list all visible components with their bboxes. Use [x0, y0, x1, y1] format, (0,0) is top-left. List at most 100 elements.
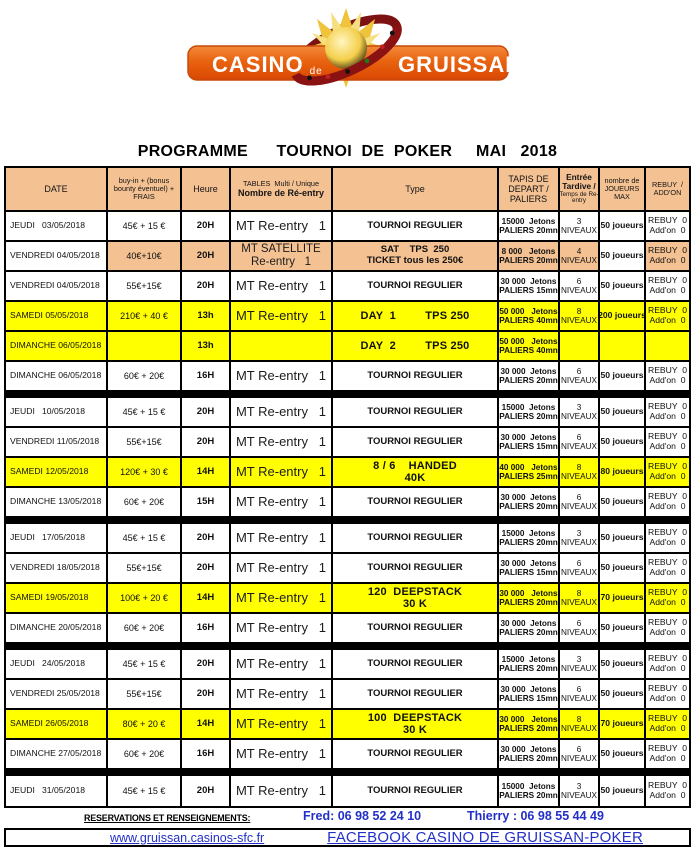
- header-rebuy: REBUY / ADD'ON: [651, 179, 684, 197]
- stack-cell: 30 000 Jetons PALIERS 20mn: [499, 584, 560, 612]
- time-cell: 20H: [182, 272, 231, 300]
- time-cell: 20H: [182, 242, 231, 270]
- rebuy-cell: REBUY 0 Add'on 0: [647, 653, 687, 673]
- time-cell: 15H: [182, 488, 231, 516]
- type-cell: 100 DEEPSTACK 30 K: [333, 710, 499, 738]
- tournament-row: VENDREDI 11/05/2018 55€+15€ 20H MT Re-entry…: [6, 428, 689, 458]
- rebuy-cell: REBUY 0 Add'on 0: [647, 401, 687, 421]
- stack-cell: 30 000 Jetons PALIERS 20mn: [499, 710, 560, 738]
- levels-cell: 6 NIVEAUX: [560, 272, 600, 300]
- week-separator: [6, 770, 689, 776]
- stack-cell: 30 000 Jetons PALIERS 20mn: [499, 488, 560, 516]
- levels-cell: [560, 332, 600, 360]
- casino-logo-graphic: CASINO de GRUISSAN: [186, 8, 521, 88]
- players-cell: 200 joueurs: [600, 302, 646, 330]
- time-cell: 20H: [182, 776, 231, 806]
- levels-cell: 4 NIVEAUX: [560, 242, 600, 270]
- tournament-row: SAMEDI 26/05/2018 80€ + 20 €14H MT Re-entr…: [6, 710, 689, 740]
- time-cell: 13h: [182, 302, 231, 330]
- type-cell: TOURNOI REGULIER: [333, 428, 499, 456]
- time-cell: 13h: [182, 332, 231, 360]
- date-cell: SAMEDI 05/05/2018: [6, 302, 108, 330]
- tournament-row: JEUDI 24/05/2018 45€ + 15 €20H MT Re-entry…: [6, 650, 689, 680]
- date-cell: VENDREDI 04/05/2018: [6, 242, 108, 270]
- players-cell: 70 joueurs: [600, 584, 646, 612]
- time-cell: 14H: [182, 458, 231, 486]
- phone-thierry: Thierry : 06 98 55 44 49: [467, 809, 604, 823]
- players-cell: 50 joueurs: [600, 488, 646, 516]
- players-cell: [600, 332, 646, 360]
- website-link[interactable]: www.gruissan.casinos-sfc.fr: [110, 830, 265, 845]
- tournament-row: DIMANCHE 13/05/2018 60€ + 20€ 15H MT Re-ent…: [6, 488, 689, 518]
- type-cell: TOURNOI REGULIER: [333, 680, 499, 708]
- rebuy-cell: REBUY 0 Add'on 0: [647, 431, 687, 451]
- players-cell: 50 joueurs: [600, 524, 646, 552]
- tables-cell: MT Re-entry 1: [231, 614, 333, 642]
- roulette-ring-front: [291, 23, 402, 86]
- reservations-label: RESERVATIONS ET RENSEIGNEMENTS:: [84, 813, 251, 824]
- tables-cell: MT Re-entry 1: [231, 398, 333, 426]
- rebuy-cell: REBUY 0 Add'on 0: [647, 215, 687, 235]
- time-cell: 14H: [182, 710, 231, 738]
- levels-cell: 8 NIVEAUX: [560, 458, 600, 486]
- tables-cell: MT Re-entry 1: [231, 302, 333, 330]
- tournament-row: DIMANCHE 20/05/2018 60€ + 20€ 16H MT Re-ent…: [6, 614, 689, 644]
- phone-fred: Fred: 06 98 52 24 10: [303, 809, 422, 823]
- type-cell: DAY 2 TPS 250: [333, 332, 499, 360]
- buyin-cell: 45€ + 15 €: [108, 524, 182, 552]
- levels-cell: 6 NIVEAUX: [560, 740, 600, 768]
- stack-cell: 40 000 Jetons PALIERS 25mn: [499, 458, 560, 486]
- stack-cell: 30 000 Jetons PALIERS 20mn: [499, 740, 560, 768]
- type-cell: DAY 1 TPS 250: [333, 302, 499, 330]
- levels-cell: 6 NIVEAUX: [560, 428, 600, 456]
- header-buyin: buy-in + (bonus bounty éventuel) + FRAIS: [108, 168, 182, 210]
- time-cell: 16H: [182, 740, 231, 768]
- type-cell: TOURNOI REGULIER: [333, 362, 499, 390]
- type-cell: TOURNOI REGULIER: [333, 524, 499, 552]
- date-cell: JEUDI 10/05/2018: [6, 398, 108, 426]
- date-cell: VENDREDI 18/05/2018: [6, 554, 108, 582]
- tournament-row: JEUDI 17/05/2018 45€ + 15 €20H MT Re-entry…: [6, 524, 689, 554]
- stack-cell: 30 000 Jetons PALIERS 15mn: [499, 554, 560, 582]
- time-cell: 20H: [182, 398, 231, 426]
- stack-cell: 8 000 Jetons PALIERS 20mn: [499, 242, 560, 270]
- buyin-cell: 55€+15€: [108, 554, 182, 582]
- rebuy-cell: REBUY 0 Add'on 0: [647, 743, 687, 763]
- tables-cell: MT Re-entry 1: [231, 524, 333, 552]
- tables-cell: MT Re-entry 1: [231, 362, 333, 390]
- type-cell: TOURNOI REGULIER: [333, 398, 499, 426]
- tables-cell: MT Re-entry 1: [231, 710, 333, 738]
- buyin-cell: 55€+15€: [108, 272, 182, 300]
- table-header-row: DATE buy-in + (bonus bounty éventuel) + …: [6, 168, 689, 212]
- tournament-row: VENDREDI 04/05/2018 40€+10€ 20H MT SATELLIT…: [6, 242, 689, 272]
- stack-cell: 50 000 Jetons PALIERS 40mn: [499, 302, 560, 330]
- tables-cell: MT Re-entry 1: [231, 740, 333, 768]
- rebuy-cell: REBUY 0 Add'on 0: [646, 242, 689, 270]
- levels-cell: 8 NIVEAUX: [560, 710, 600, 738]
- tables-cell: MT Re-entry 1: [231, 428, 333, 456]
- tables-cell: MT Re-entry 1: [231, 212, 333, 240]
- tournament-row: SAMEDI 12/05/2018 120€ + 30 €14H MT Re-ent…: [6, 458, 689, 488]
- type-cell: 8 / 6 HANDED 40K: [333, 458, 499, 486]
- date-cell: DIMANCHE 20/05/2018: [6, 614, 108, 642]
- stack-cell: 15000 Jetons PALIERS 20mn: [499, 398, 560, 426]
- players-cell: 50 joueurs: [600, 242, 646, 270]
- rebuy-cell: REBUY 0 Add'on 0: [647, 617, 687, 637]
- players-cell: 50 joueurs: [600, 740, 646, 768]
- type-cell: TOURNOI REGULIER: [333, 272, 499, 300]
- time-cell: 20H: [182, 428, 231, 456]
- tournament-row: DIMANCHE 06/05/2018 60€ + 20€ 16H MT Re-ent…: [6, 362, 689, 392]
- facebook-link[interactable]: FACEBOOK CASINO DE GRUISSAN-POKER: [327, 829, 643, 846]
- stack-cell: 30 000 Jetons PALIERS 20mn: [499, 614, 560, 642]
- levels-cell: 3 NIVEAUX: [560, 650, 600, 678]
- date-cell: SAMEDI 19/05/2018: [6, 584, 108, 612]
- type-cell: TOURNOI REGULIER: [333, 650, 499, 678]
- buyin-cell: 55€+15€: [108, 680, 182, 708]
- rebuy-cell: REBUY 0 Add'on 0: [647, 365, 687, 385]
- rebuy-cell: REBUY 0 Add'on 0: [647, 683, 687, 703]
- buyin-cell: 40€+10€: [108, 242, 182, 270]
- stack-cell: 50 000 Jetons PALIERS 40mn: [499, 332, 560, 360]
- type-cell: TOURNOI REGULIER: [333, 614, 499, 642]
- levels-cell: 3 NIVEAUX: [560, 212, 600, 240]
- stack-cell: 30 000 Jetons PALIERS 20mn: [499, 362, 560, 390]
